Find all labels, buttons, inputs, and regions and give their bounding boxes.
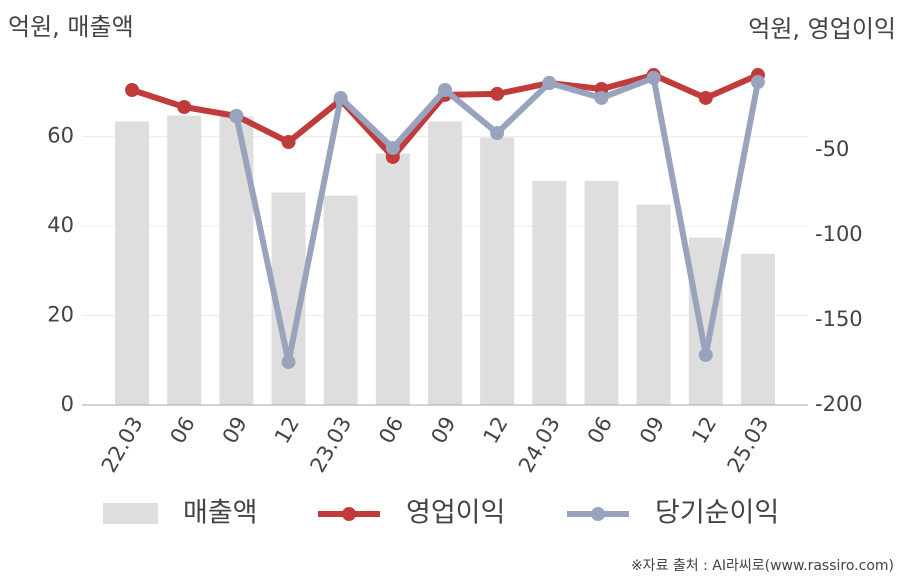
y-tick-label: 0 [61,392,74,416]
marker [438,82,452,97]
legend-label: 영업이익 [406,498,505,529]
legend-swatch [103,503,158,524]
marker [385,140,400,155]
x-tick-label: 12 [270,413,304,448]
marker [750,75,765,89]
marker [229,109,244,123]
bar [636,204,671,405]
bar [688,237,723,405]
marker [646,70,661,85]
legend-label: 당기순이익 [655,498,779,529]
x-tick-label: 22.03 [97,413,148,477]
x-tick-label: 12 [687,413,721,448]
marker [698,348,713,363]
y2-axis-label: 억원, 영업이익 [748,15,896,43]
x-tick-label: 25.03 [723,413,774,477]
marker [542,76,557,91]
x-tick-label: 06 [583,413,617,448]
bar [323,195,358,405]
y2-tick-label: -50 [815,137,849,161]
marker [490,126,505,140]
x-tick-label: 09 [218,413,252,448]
y-tick-label: 20 [47,303,74,327]
legend-marker [591,507,605,521]
marker [177,99,192,114]
y2-tick-label: -150 [815,307,863,331]
marker [125,82,140,97]
y-tick-label: 60 [47,124,74,148]
y-axis-label: 억원, 매출액 [8,13,134,41]
marker [333,90,348,105]
y2-tick-label: -200 [815,392,863,416]
marker [698,90,713,105]
x-tick-label: 12 [479,412,513,447]
bar [428,121,462,406]
bar [584,180,619,405]
x-tick-label: 09 [426,413,460,448]
y2-tick-label: -100 [815,222,863,246]
x-tick-label: 09 [635,413,669,448]
x-tick-label: 06 [166,413,200,448]
bar [740,253,775,405]
x-tick-label: 24.03 [514,413,565,477]
bar [115,121,150,406]
source: ※자료 출처 : AI라씨로(www.rassiro.com) [631,558,894,574]
marker [281,135,296,150]
y-tick-label: 40 [47,213,74,237]
bar [167,115,202,405]
x-tick-label: 06 [374,413,408,448]
marker [281,354,296,369]
marker [490,86,505,101]
x-tick-label: 23.03 [305,413,356,477]
legend-label: 매출액 [183,498,258,529]
legend-marker [342,507,356,521]
bar [532,180,567,405]
bar [480,137,515,405]
bar [375,153,410,405]
marker [594,90,609,105]
